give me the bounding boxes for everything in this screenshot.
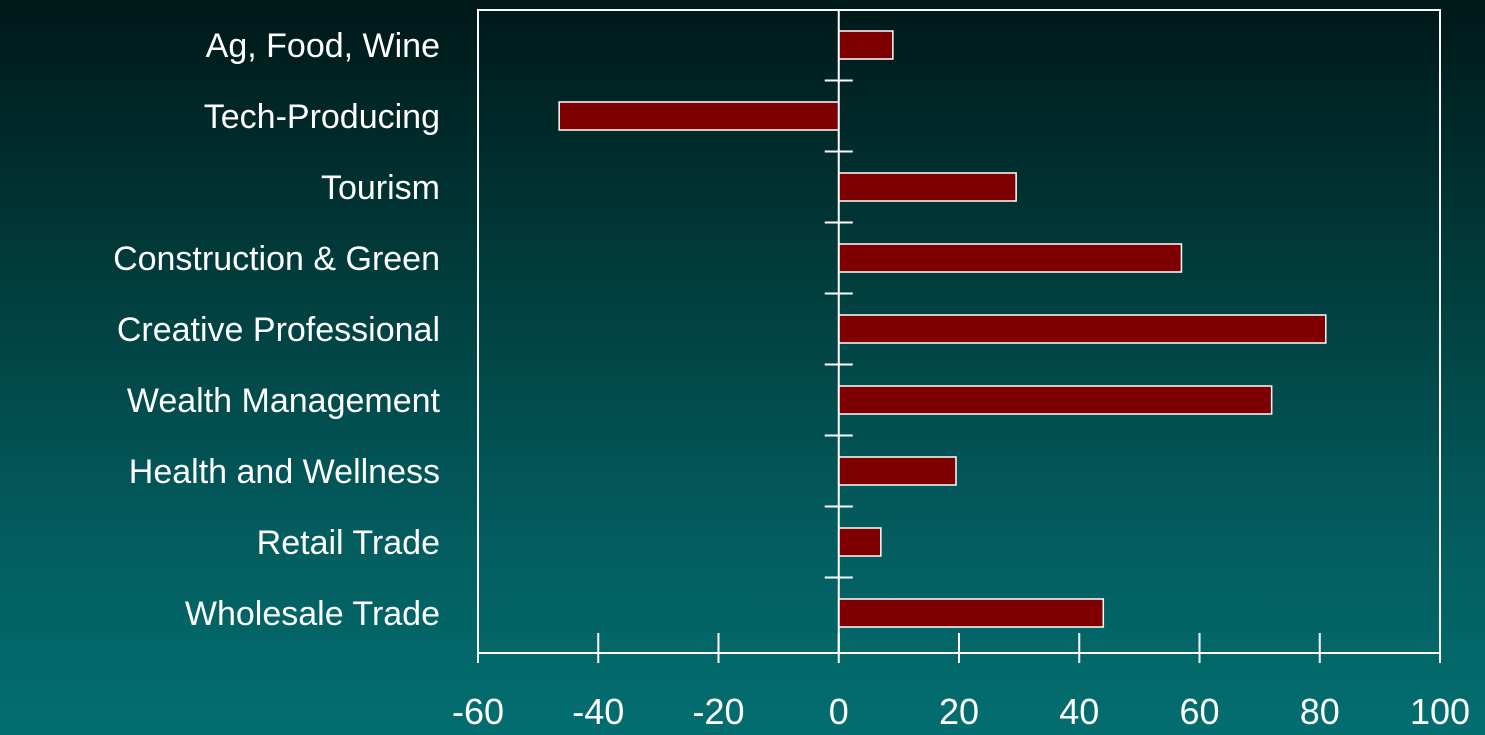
- category-label: Ag, Food, Wine: [206, 27, 440, 65]
- x-tick-label: -60: [452, 691, 504, 732]
- category-label: Retail Trade: [257, 524, 440, 562]
- category-label: Tech-Producing: [204, 98, 440, 136]
- bar: [838, 385, 1273, 415]
- bar: [558, 101, 840, 131]
- bar: [838, 172, 1017, 202]
- x-tick-label: 0: [829, 691, 849, 732]
- x-tick-label: 20: [939, 691, 979, 732]
- category-label: Construction & Green: [113, 240, 440, 278]
- x-tick-label: 60: [1179, 691, 1219, 732]
- category-label: Wealth Management: [127, 382, 441, 420]
- x-axis-tick-labels: -60 -40 -20 0 20 40 60 80 100: [452, 691, 1470, 732]
- bar: [838, 598, 1105, 628]
- x-tick-label: 100: [1410, 691, 1470, 732]
- x-tick-label: 40: [1059, 691, 1099, 732]
- bar: [838, 527, 882, 557]
- bar: [838, 314, 1327, 344]
- bar: [838, 243, 1183, 273]
- bar: [838, 456, 957, 486]
- x-tick-label: -20: [692, 691, 744, 732]
- category-labels: Ag, Food, Wine Tech-Producing Tourism Const…: [113, 27, 440, 633]
- x-axis-ticks: [477, 633, 1441, 663]
- bar: [838, 30, 894, 60]
- category-label: Creative Professional: [117, 311, 440, 349]
- category-label: Tourism: [321, 169, 440, 207]
- category-label: Wholesale Trade: [185, 595, 440, 633]
- x-tick-label: -40: [572, 691, 624, 732]
- x-tick-label: 80: [1300, 691, 1340, 732]
- zero-axis: [824, 10, 853, 653]
- bars: [558, 30, 1327, 628]
- category-label: Health and Wellness: [129, 453, 440, 491]
